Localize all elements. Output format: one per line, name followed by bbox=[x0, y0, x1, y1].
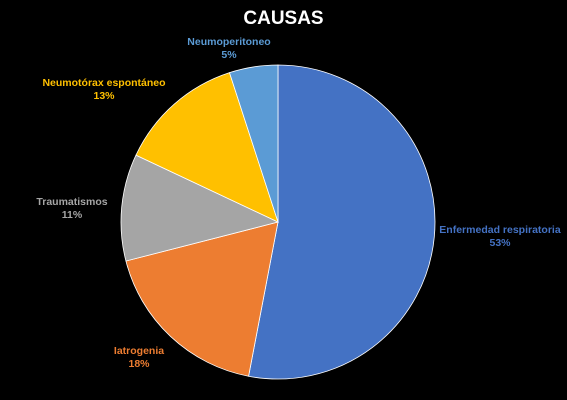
pie-slice-neumoperitoneo bbox=[228, 64, 279, 223]
pie-slice-enfermedad-respiratoria bbox=[248, 64, 436, 380]
slice-label-neumoperitoneo: Neumoperitoneo 5% bbox=[187, 36, 270, 62]
slice-category-label: Enfermedad respiratoria bbox=[439, 224, 561, 236]
slice-value-label: 13% bbox=[93, 90, 115, 102]
pie-slice-neumotorax-espontaneo bbox=[135, 72, 279, 223]
slice-value-label: 18% bbox=[128, 358, 150, 370]
slice-category-label: Neumotórax espontáneo bbox=[42, 77, 166, 89]
slice-category-label: Iatrogenia bbox=[113, 345, 165, 357]
slice-category-label: Neumoperitoneo bbox=[187, 36, 271, 48]
slice-label-enfermedad-respiratoria: Enfermedad respiratoria 53% bbox=[439, 224, 560, 250]
slice-value-label: 53% bbox=[489, 237, 511, 249]
pie-slice-traumatismos bbox=[120, 154, 280, 262]
pie-slice-iatrogenia bbox=[125, 221, 279, 377]
chart-title: CAUSAS bbox=[243, 8, 324, 29]
slice-label-traumatismos: Traumatismos 11% bbox=[36, 196, 107, 222]
slice-value-label: 5% bbox=[221, 49, 237, 61]
slice-category-label: Traumatismos bbox=[36, 196, 108, 208]
slice-label-iatrogenia: Iatrogenia 18% bbox=[114, 345, 164, 371]
slice-value-label: 11% bbox=[61, 209, 83, 221]
slice-label-neumotorax-espontaneo: Neumotórax espontáneo 13% bbox=[42, 77, 165, 103]
